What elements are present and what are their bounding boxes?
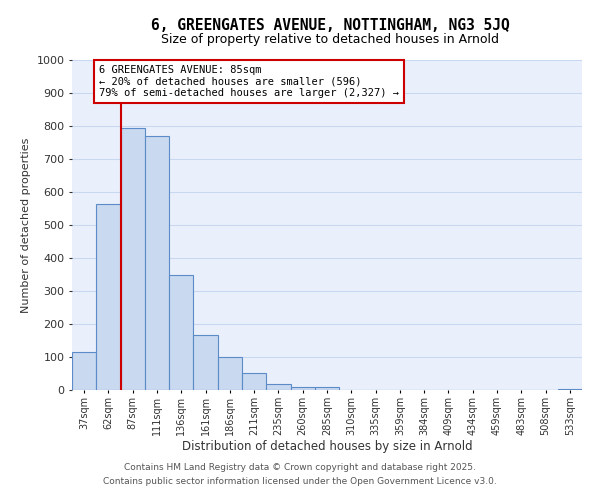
- Bar: [266, 384, 290, 390]
- Text: Size of property relative to detached houses in Arnold: Size of property relative to detached ho…: [161, 32, 499, 46]
- Bar: [72, 352, 96, 390]
- Text: Contains HM Land Registry data © Crown copyright and database right 2025.: Contains HM Land Registry data © Crown c…: [124, 464, 476, 472]
- Bar: [169, 274, 193, 390]
- Text: 6 GREENGATES AVENUE: 85sqm
← 20% of detached houses are smaller (596)
79% of sem: 6 GREENGATES AVENUE: 85sqm ← 20% of deta…: [99, 65, 399, 98]
- Bar: [121, 128, 145, 390]
- Bar: [145, 136, 169, 390]
- Text: 6, GREENGATES AVENUE, NOTTINGHAM, NG3 5JQ: 6, GREENGATES AVENUE, NOTTINGHAM, NG3 5J…: [151, 18, 509, 32]
- X-axis label: Distribution of detached houses by size in Arnold: Distribution of detached houses by size …: [182, 440, 472, 454]
- Y-axis label: Number of detached properties: Number of detached properties: [21, 138, 31, 312]
- Bar: [242, 372, 266, 390]
- Bar: [96, 204, 121, 390]
- Bar: [218, 357, 242, 390]
- Bar: [558, 389, 582, 390]
- Bar: [290, 386, 315, 390]
- Text: Contains public sector information licensed under the Open Government Licence v3: Contains public sector information licen…: [103, 477, 497, 486]
- Bar: [193, 334, 218, 390]
- Bar: [315, 388, 339, 390]
